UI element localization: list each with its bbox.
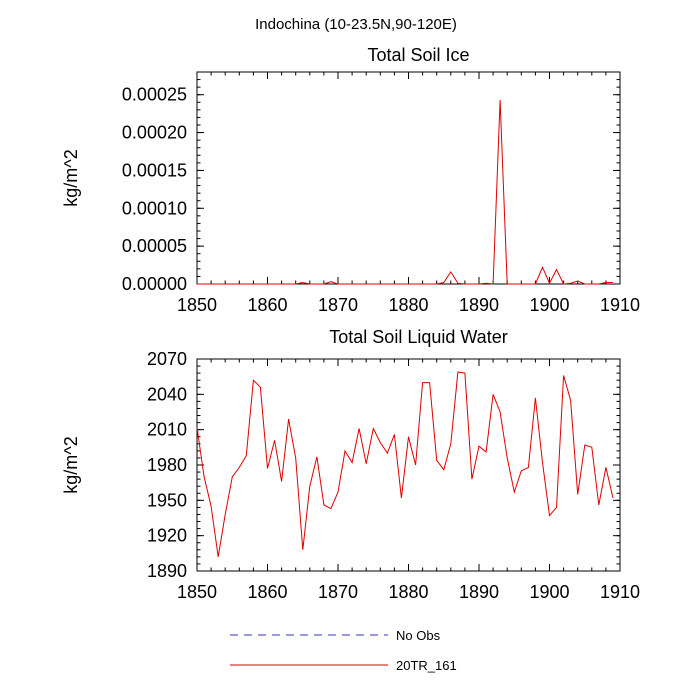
y-tick-label: 2070 (147, 349, 187, 369)
x-tick-label: 1880 (388, 582, 428, 602)
y-tick-label: 2040 (147, 384, 187, 404)
y-tick-label: 1950 (147, 490, 187, 510)
y-tick-label: 0.00020 (122, 123, 187, 143)
panel-total-soil-ice: Total Soil Ice kg/m^2 1850 1860 1870 1880 1890… (61, 45, 640, 315)
legend-label-20tr-161: 20TR_161 (396, 658, 457, 673)
y-axis-label: kg/m^2 (61, 436, 81, 493)
plot-frame (196, 71, 621, 285)
y-tick-label: 0.00015 (122, 160, 187, 180)
x-tick-label: 1860 (247, 295, 287, 315)
x-tick-label: 1850 (177, 582, 217, 602)
y-tick-label: 1980 (147, 455, 187, 475)
x-tick-label: 1850 (177, 295, 217, 315)
y-axis-label: kg/m^2 (61, 149, 81, 206)
series-line-20tr-161 (197, 99, 613, 285)
x-tick-label: 1870 (318, 582, 358, 602)
y-tick-label: 1920 (147, 526, 187, 546)
y-tick-label: 1890 (147, 561, 187, 581)
x-tick-label: 1900 (529, 582, 569, 602)
panel-title: Total Soil Ice (367, 45, 469, 65)
series-line-20tr-161 (196, 371, 614, 557)
x-tick-label: 1880 (388, 295, 428, 315)
x-tick-label: 1910 (600, 295, 640, 315)
y-tick-label: 2010 (147, 420, 187, 440)
panel-total-soil-liquid-water: Total Soil Liquid Water kg/m^2 1850 1860 187… (61, 327, 640, 602)
y-tick-label: 0.00005 (122, 236, 187, 256)
x-tick-label: 1890 (459, 295, 499, 315)
x-tick-label: 1900 (529, 295, 569, 315)
y-tick-label: 0.00025 (122, 85, 187, 105)
legend-label-no-obs: No Obs (396, 628, 441, 643)
x-tick-label: 1860 (247, 582, 287, 602)
legend: No Obs 20TR_161 (230, 628, 457, 673)
x-tick-label: 1870 (318, 295, 358, 315)
figure-title: Indochina (10-23.5N,90-120E) (255, 16, 457, 33)
y-tick-label: 0.00010 (122, 198, 187, 218)
y-tick-label: 0.00000 (122, 274, 187, 294)
x-tick-label: 1910 (600, 582, 640, 602)
x-tick-label: 1890 (459, 582, 499, 602)
panel-title: Total Soil Liquid Water (329, 327, 507, 347)
